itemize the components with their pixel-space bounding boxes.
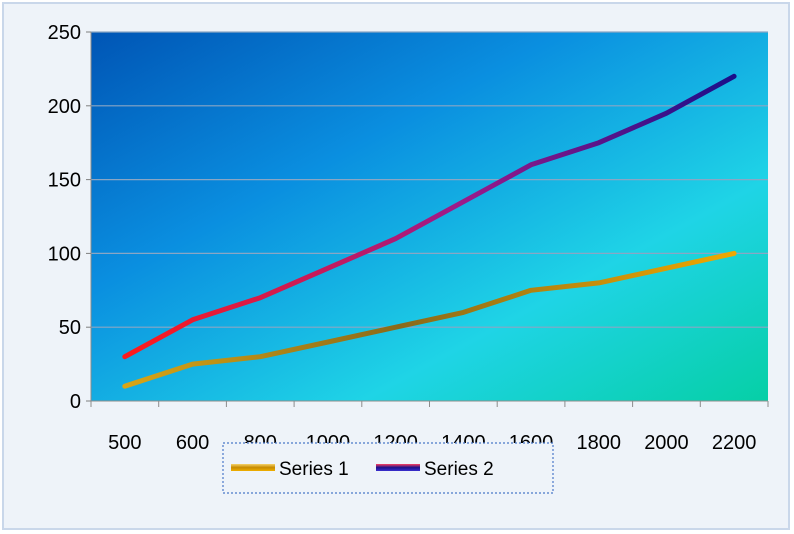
- series-line-2: [122, 73, 737, 360]
- y-tick-label: 50: [59, 317, 81, 339]
- y-tick-label: 100: [48, 243, 81, 265]
- x-tick-label: 500: [108, 432, 141, 454]
- legend-swatch-series-1: [231, 464, 275, 471]
- plot-area: [91, 32, 768, 401]
- y-tick-label: 250: [48, 22, 81, 44]
- y-tick-label: 0: [70, 391, 81, 413]
- y-tick-label: 200: [48, 96, 81, 118]
- legend: Series 1 Series 2: [222, 442, 554, 494]
- legend-label-series-2: Series 2: [424, 459, 494, 480]
- y-tick-label: 150: [48, 170, 81, 192]
- series-line-1: [122, 250, 737, 389]
- x-tick-label: 2200: [712, 432, 757, 454]
- y-axis-ticks: 0 50 100 150 200 250: [48, 22, 91, 413]
- series-lines: [122, 73, 737, 389]
- x-tick-label: 600: [176, 432, 209, 454]
- legend-swatch-series-2: [376, 464, 420, 471]
- x-tick-label: 1800: [577, 432, 622, 454]
- gridlines: [91, 31, 768, 328]
- x-tick-label: 2000: [644, 432, 689, 454]
- legend-label-series-1: Series 1: [279, 459, 349, 480]
